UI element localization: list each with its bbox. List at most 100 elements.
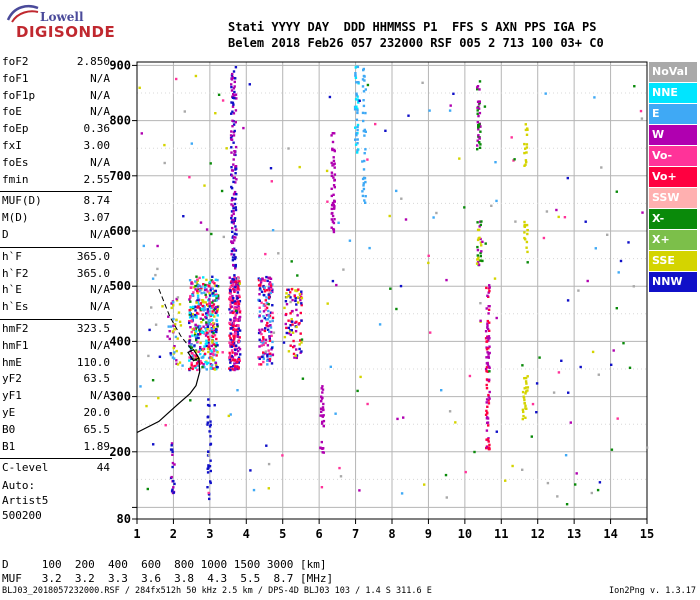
echo-point xyxy=(230,253,233,256)
echo-point xyxy=(234,313,237,317)
echo-point xyxy=(209,420,212,423)
echo-point xyxy=(208,305,211,308)
echo-point xyxy=(586,279,589,283)
echo-point xyxy=(204,334,208,337)
echo-point xyxy=(294,299,297,302)
echo-point xyxy=(231,368,235,371)
profile-trace-dashed xyxy=(158,288,192,351)
echo-point xyxy=(364,111,367,115)
echo-point xyxy=(262,343,265,347)
param-row: h`F2 365.0 xyxy=(2,267,110,283)
echo-point xyxy=(348,239,352,242)
echo-point xyxy=(356,95,359,98)
echo-point xyxy=(235,178,238,181)
echo-point xyxy=(258,314,261,317)
echo-point xyxy=(213,343,217,347)
echo-point xyxy=(206,421,209,424)
param-value: N/A xyxy=(90,71,110,85)
echo-point xyxy=(299,339,302,342)
echo-point xyxy=(477,114,480,118)
echo-point xyxy=(228,321,231,325)
echo-point xyxy=(264,352,267,355)
echo-point xyxy=(189,399,192,402)
echo-point xyxy=(356,149,359,152)
echo-point xyxy=(476,228,480,232)
echo-point xyxy=(166,335,169,338)
echo-point xyxy=(495,199,498,203)
echo-point xyxy=(483,105,487,108)
echo-point xyxy=(238,329,242,332)
param-key: foF1p xyxy=(2,88,36,102)
echo-point xyxy=(263,290,267,293)
echo-point xyxy=(510,136,513,139)
param-value: 65.5 xyxy=(83,422,111,436)
echo-point xyxy=(484,242,487,245)
echo-point xyxy=(238,311,242,314)
echo-point xyxy=(266,363,269,366)
echo-point xyxy=(205,295,208,299)
x-tick-label: 5 xyxy=(279,527,286,541)
param-key: hmF1 xyxy=(2,338,29,352)
echo-point xyxy=(208,330,211,333)
echo-point xyxy=(265,289,269,292)
echo-point xyxy=(194,74,198,78)
echo-point xyxy=(234,109,238,112)
echo-point xyxy=(487,380,491,383)
echo-point xyxy=(235,300,238,303)
echo-point xyxy=(234,347,237,350)
echo-point xyxy=(232,141,235,144)
echo-point xyxy=(258,328,261,332)
param-value: N/A xyxy=(90,389,110,403)
param-separator xyxy=(0,246,112,248)
echo-point xyxy=(331,204,335,207)
x-tick-label: 12 xyxy=(530,527,544,541)
echo-point xyxy=(525,151,528,154)
echo-point xyxy=(234,280,237,283)
param-value: 44 xyxy=(96,461,110,475)
echo-point xyxy=(271,353,275,356)
echo-point xyxy=(296,274,299,277)
echo-point xyxy=(523,164,526,167)
echo-point xyxy=(265,444,268,447)
echo-point xyxy=(231,358,234,362)
echo-point xyxy=(208,425,212,428)
echo-point xyxy=(464,470,467,474)
echo-point xyxy=(192,305,195,309)
echo-point xyxy=(229,295,232,299)
echo-point xyxy=(363,134,366,137)
echo-point xyxy=(232,163,235,166)
echo-point xyxy=(203,345,206,348)
echo-point xyxy=(487,305,490,308)
param-value: 3.00 xyxy=(83,139,111,152)
echo-point xyxy=(228,356,231,359)
echo-point xyxy=(485,340,488,343)
echo-point xyxy=(488,378,491,381)
echo-point xyxy=(332,184,336,187)
echo-point xyxy=(478,80,482,83)
echo-point xyxy=(290,329,293,332)
echo-point xyxy=(213,282,216,285)
echo-point xyxy=(198,329,201,332)
echo-point xyxy=(176,363,180,366)
echo-point xyxy=(291,331,295,334)
echo-point xyxy=(524,386,528,389)
echo-point xyxy=(174,335,178,339)
echo-point xyxy=(230,169,234,172)
x-tick-label: 2 xyxy=(170,527,177,541)
x-tick-label: 15 xyxy=(640,527,654,541)
echo-point xyxy=(204,315,207,319)
echo-point xyxy=(331,164,334,167)
param-value: 3.07 xyxy=(83,211,111,225)
echo-point xyxy=(234,236,237,239)
echo-point xyxy=(485,378,489,381)
echo-point xyxy=(234,249,238,252)
param-row: B1 1.89 xyxy=(2,440,110,456)
echo-point xyxy=(285,296,288,299)
echo-point xyxy=(212,322,215,325)
echo-point xyxy=(297,288,300,291)
echo-point xyxy=(177,311,181,314)
echo-point xyxy=(229,134,233,137)
echo-point xyxy=(214,278,218,281)
echo-point xyxy=(231,96,235,99)
echo-point xyxy=(265,324,268,327)
